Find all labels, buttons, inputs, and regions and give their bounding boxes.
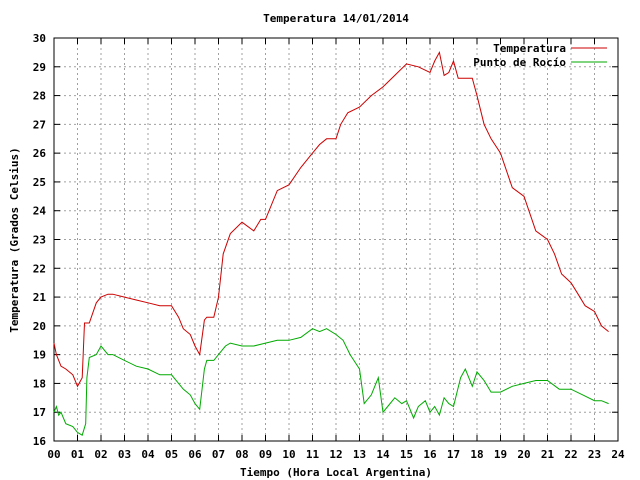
x-tick-label: 05: [165, 448, 178, 461]
x-tick-label: 18: [470, 448, 483, 461]
x-tick-label: 17: [447, 448, 460, 461]
x-tick-label: 14: [376, 448, 390, 461]
y-tick-label: 22: [33, 262, 46, 275]
y-tick-label: 21: [33, 291, 47, 304]
y-tick-label: 27: [33, 118, 46, 131]
legend-label-temperatura: Temperatura: [493, 42, 566, 55]
series-line-punto-de-rocio: [53, 328, 609, 436]
y-axis-label: Temperatura (Grados Celsius): [8, 147, 21, 332]
x-tick-label: 21: [541, 448, 555, 461]
y-tick-label: 18: [33, 377, 46, 390]
x-tick-label: 19: [494, 448, 507, 461]
chart-title: Temperatura 14/01/2014: [263, 12, 409, 25]
x-tick-label: 13: [353, 448, 366, 461]
y-tick-label: 25: [33, 176, 46, 189]
y-tick-label: 29: [33, 61, 46, 74]
y-tick-label: 28: [33, 90, 46, 103]
x-tick-label: 07: [212, 448, 225, 461]
legend-label-punto-de-rocio: Punto de Rocío: [473, 56, 566, 69]
x-tick-label: 04: [141, 448, 155, 461]
y-tick-label: 26: [33, 147, 47, 160]
y-tick-label: 16: [33, 435, 47, 448]
x-tick-label: 11: [306, 448, 320, 461]
x-tick-label: 09: [259, 448, 272, 461]
x-tick-label: 02: [94, 448, 107, 461]
x-tick-label: 03: [118, 448, 131, 461]
y-tick-label: 30: [33, 32, 46, 45]
x-tick-label: 24: [611, 448, 625, 461]
x-tick-label: 06: [188, 448, 202, 461]
x-axis-label: Tiempo (Hora Local Argentina): [240, 466, 432, 479]
x-tick-label: 01: [71, 448, 85, 461]
series-line-temperatura: [53, 50, 609, 388]
x-tick-label: 10: [282, 448, 295, 461]
x-tick-label: 16: [423, 448, 437, 461]
x-tick-label: 00: [47, 448, 60, 461]
series-group: [53, 50, 609, 436]
legend: Temperatura Punto de Rocío: [473, 42, 607, 69]
x-tick-label: 12: [329, 448, 342, 461]
y-tick-label: 20: [33, 320, 46, 333]
x-axis: 00 01 02 03 04 05 06 07 08 09 10 11 12 13 14 15 16 17 18 19…: [47, 38, 625, 461]
y-tick-label: 24: [33, 205, 47, 218]
y-tick-label: 17: [33, 406, 46, 419]
y-tick-label: 19: [33, 349, 46, 362]
grid: [54, 38, 618, 441]
x-tick-label: 22: [564, 448, 577, 461]
x-tick-label: 08: [235, 448, 248, 461]
y-tick-label: 23: [33, 234, 46, 247]
x-tick-label: 23: [588, 448, 601, 461]
y-axis: 16 17 18 19 20 21 22 23 24 25 26 27 28 29 30: [33, 32, 618, 448]
x-tick-label: 20: [517, 448, 530, 461]
x-tick-label: 15: [400, 448, 413, 461]
